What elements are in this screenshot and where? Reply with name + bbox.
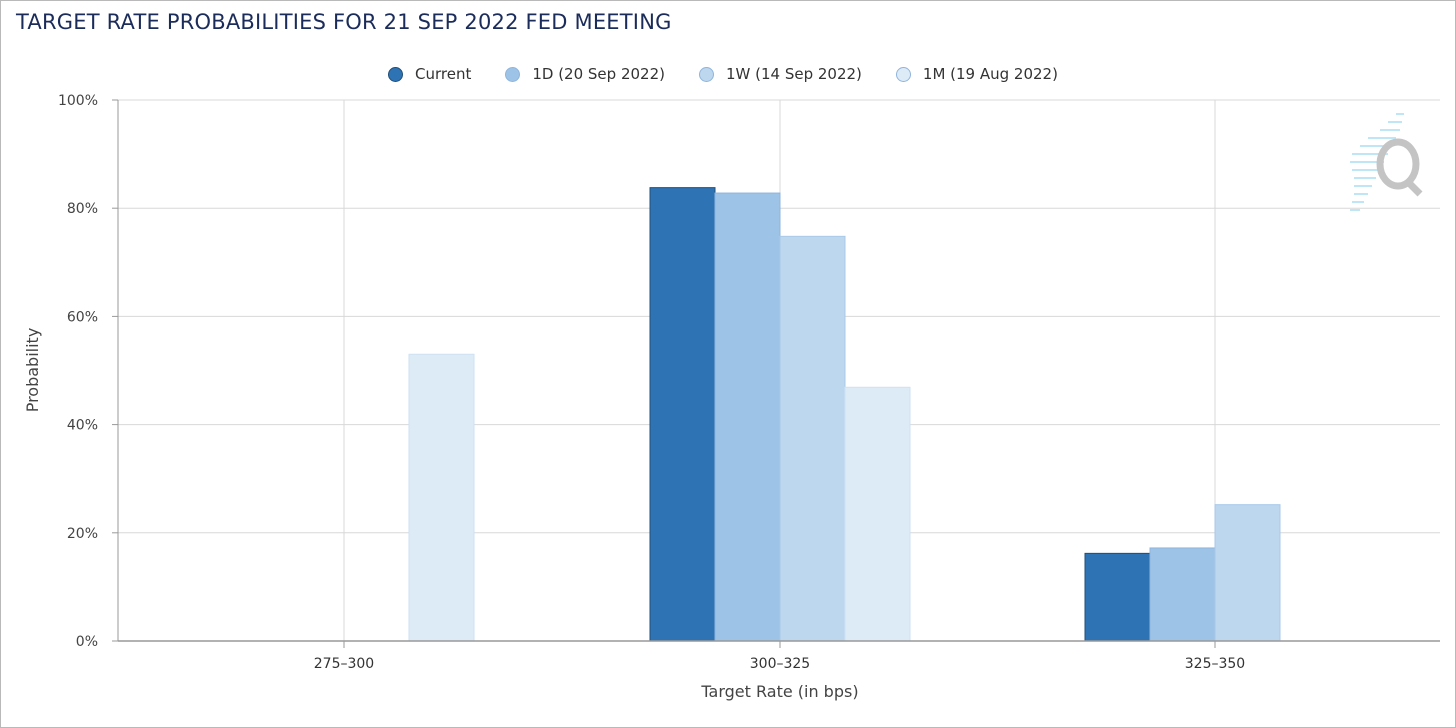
bar-300-325-series-2[interactable] xyxy=(779,235,846,642)
y-tick-label: 20% xyxy=(67,526,98,542)
x-tick-label: 275–300 xyxy=(314,656,374,672)
axes xyxy=(112,99,1440,648)
legend-item[interactable]: 1M (19 Aug 2022) xyxy=(895,65,1058,83)
bar-300-325-series-1[interactable] xyxy=(714,192,781,642)
legend-item[interactable]: 1W (14 Sep 2022) xyxy=(698,65,862,83)
y-tick-label: 60% xyxy=(67,309,98,325)
legend-label: 1D (20 Sep 2022) xyxy=(532,65,665,83)
y-tick-label: 100% xyxy=(58,93,98,109)
bar-300-325-series-3[interactable] xyxy=(844,386,911,642)
legend-label: 1M (19 Aug 2022) xyxy=(922,65,1058,83)
y-axis-label: Probability xyxy=(23,328,42,413)
y-tick-label: 0% xyxy=(76,634,98,650)
legend-marker-icon xyxy=(895,66,911,82)
bar-325-350-series-1[interactable] xyxy=(1149,547,1216,642)
legend-item[interactable]: 1D (20 Sep 2022) xyxy=(505,65,665,83)
legend-item[interactable]: Current xyxy=(388,65,471,83)
x-axis-label: Target Rate (in bps) xyxy=(700,682,858,701)
bar-300-325-series-0[interactable] xyxy=(649,187,716,642)
tick-labels: 0% 20% 40% 60% 80% 100% 275–300 300–325 325–350 xyxy=(58,93,1245,672)
bar-275-300-series-3[interactable] xyxy=(408,353,475,642)
legend-marker-icon xyxy=(698,66,714,82)
q-logo-watermark-icon xyxy=(1350,113,1423,211)
bar-325-350-series-2[interactable] xyxy=(1214,504,1281,642)
x-tick-label: 325–350 xyxy=(1185,656,1245,672)
chart-legend: Current 1D (20 Sep 2022) 1W (14 Sep 2022) 1… xyxy=(388,64,1092,84)
legend-marker-icon xyxy=(388,66,403,82)
y-tick-label: 40% xyxy=(67,418,98,434)
legend-label: 1W (14 Sep 2022) xyxy=(725,65,862,83)
bars xyxy=(408,187,1281,642)
chart-title: TARGET RATE PROBABILITIES FOR 21 SEP 202… xyxy=(16,10,672,34)
bar-325-350-series-0[interactable] xyxy=(1084,552,1151,642)
x-tick-label: 300–325 xyxy=(750,656,810,672)
legend-label: Current xyxy=(415,65,472,83)
legend-marker-icon xyxy=(505,66,521,82)
y-tick-label: 80% xyxy=(67,201,98,217)
